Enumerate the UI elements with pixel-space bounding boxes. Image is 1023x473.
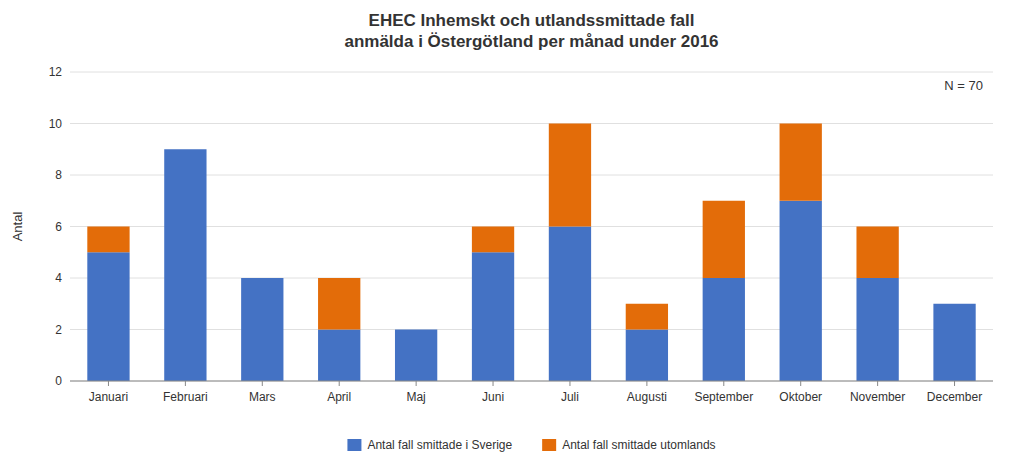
x-tick [723, 381, 724, 386]
x-tick-label: Augusti [627, 390, 667, 404]
grid-line [70, 175, 993, 176]
x-tick [416, 381, 417, 386]
y-tick-label: 12 [49, 65, 63, 79]
bar [472, 252, 514, 381]
bar [856, 278, 898, 381]
x-tick-label: November [850, 390, 905, 404]
grid-line [70, 226, 993, 227]
legend: Antal fall smittade i Sverige Antal fall … [347, 438, 715, 452]
bar [318, 330, 360, 382]
x-tick [954, 381, 955, 386]
grid [70, 72, 993, 381]
x-tick [108, 381, 109, 386]
title-line: anmälda i Östergötland per månad under 2… [344, 32, 718, 51]
y-tick-label: 2 [55, 323, 62, 337]
bar [626, 330, 668, 382]
bar [164, 149, 206, 381]
x-tick-label: Juni [482, 390, 504, 404]
x-axis-line [70, 381, 993, 382]
bar [395, 329, 437, 330]
y-axis-label: Antal [10, 212, 25, 242]
legend-label: Antal fall smittade utomlands [562, 438, 715, 452]
bar [87, 252, 129, 381]
legend-item: Antal fall smittade i Sverige [347, 438, 512, 452]
legend-swatch [347, 439, 361, 451]
x-tick-label: April [327, 390, 351, 404]
x-tick [800, 381, 801, 386]
title: EHEC Inhemskt och utlandssmittade fall an… [344, 11, 718, 51]
grid-line [70, 72, 993, 73]
grid-line [70, 123, 993, 124]
legend-swatch [542, 439, 556, 451]
bar [472, 227, 514, 253]
bar [164, 149, 206, 150]
bar [241, 278, 283, 279]
legend-item: Antal fall smittade utomlands [542, 438, 715, 452]
grid-line [70, 381, 993, 382]
x-tick-label: September [694, 390, 753, 404]
y-tick-label: 8 [55, 168, 62, 182]
bar [703, 201, 745, 278]
bars [87, 124, 975, 382]
bar [318, 278, 360, 330]
annotation: N = 70 [944, 78, 983, 93]
grid-line [70, 278, 993, 279]
bar [780, 201, 822, 381]
y-tick-label: 4 [55, 271, 62, 285]
bar [395, 330, 437, 382]
y-tick-label: 0 [55, 374, 62, 388]
title-line: EHEC Inhemskt och utlandssmittade fall [369, 11, 695, 30]
x-tick-label: Januari [89, 390, 128, 404]
bar [626, 304, 668, 330]
bar [703, 278, 745, 381]
x-tick [262, 381, 263, 386]
x-tick [185, 381, 186, 386]
x-tick-label: December [927, 390, 982, 404]
x-tick [877, 381, 878, 386]
y-tick-label: 6 [55, 220, 62, 234]
y-tick-label: 10 [49, 117, 63, 131]
x-tick-label: Mars [249, 390, 276, 404]
x-tick [493, 381, 494, 386]
bar [241, 278, 283, 381]
x-tick-label: Maj [406, 390, 425, 404]
bar [549, 124, 591, 227]
x-tick [339, 381, 340, 386]
x-tick [646, 381, 647, 386]
x-tick-label: Juli [561, 390, 579, 404]
x-tick-label: Oktober [779, 390, 822, 404]
bar [933, 303, 975, 304]
bar [933, 304, 975, 381]
grid-line [70, 329, 993, 330]
bar [549, 227, 591, 382]
bar [87, 227, 129, 253]
chart: EHEC Inhemskt och utlandssmittade fall an… [0, 0, 1023, 473]
x-tick-label: Februari [163, 390, 208, 404]
x-tick [569, 381, 570, 386]
legend-label: Antal fall smittade i Sverige [367, 438, 512, 452]
bar [780, 124, 822, 201]
bar [856, 227, 898, 279]
